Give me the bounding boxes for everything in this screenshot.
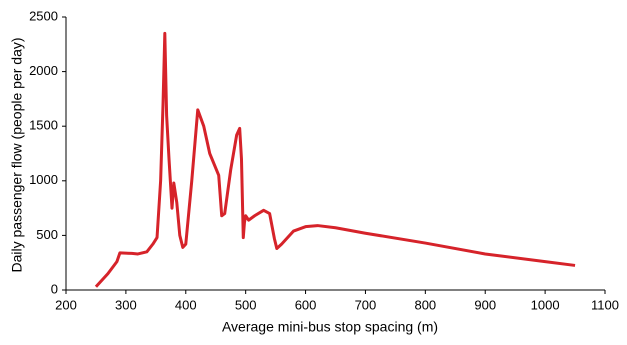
- x-tick-label: 500: [235, 297, 257, 312]
- x-tick-label: 1100: [591, 297, 619, 312]
- x-tick-label: 300: [115, 297, 137, 312]
- y-tick-label: 500: [36, 227, 58, 242]
- y-tick-label: 1000: [29, 172, 58, 187]
- x-tick-label: 200: [55, 297, 77, 312]
- y-tick-label: 0: [51, 281, 58, 296]
- x-tick-label: 1000: [531, 297, 560, 312]
- x-axis-label: Average mini-bus stop spacing (m): [222, 319, 438, 335]
- y-tick-label: 2000: [29, 63, 58, 78]
- x-tick-label: 800: [414, 297, 436, 312]
- x-tick-label: 900: [474, 297, 496, 312]
- x-tick-label: 400: [175, 297, 197, 312]
- x-tick-label: 600: [295, 297, 317, 312]
- data-line: [94, 31, 576, 288]
- y-tick-label: 2500: [29, 8, 58, 23]
- x-tick-label: 700: [355, 297, 377, 312]
- y-tick-label: 1500: [29, 118, 58, 133]
- y-axis-label: Daily passenger flow (people per day): [9, 37, 25, 272]
